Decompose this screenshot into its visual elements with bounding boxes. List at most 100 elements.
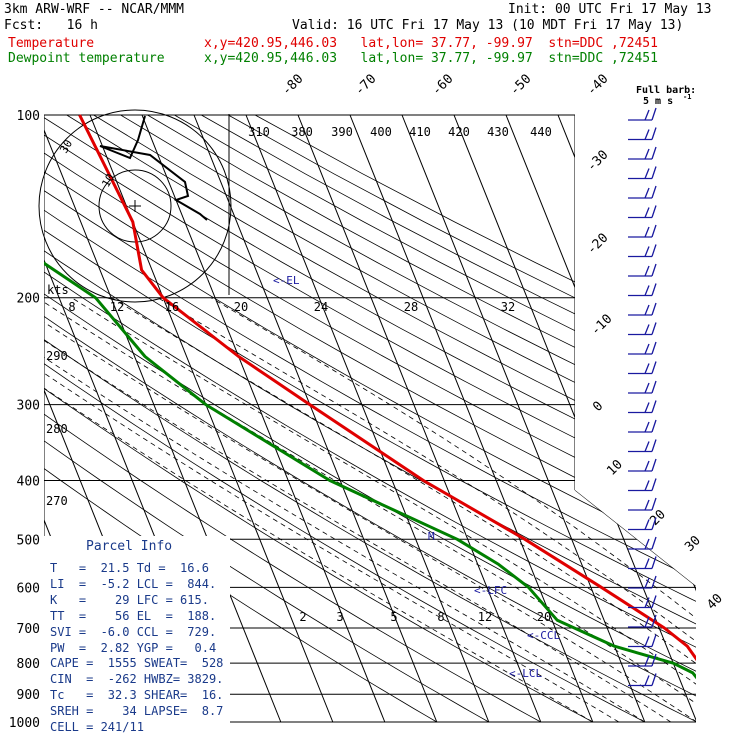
dry-adiabat	[44, 114, 696, 723]
wind-barb	[628, 634, 657, 648]
wind-barb-flag	[651, 302, 657, 316]
wind-barb-flag	[651, 244, 657, 257]
wind-barb	[628, 673, 657, 687]
wind-barb-flag	[651, 185, 657, 199]
wind-barb-flag	[651, 127, 657, 140]
moist-adiabat	[44, 297, 594, 723]
theta-label: 410	[409, 125, 431, 139]
theta-label: 420	[448, 125, 470, 139]
wind-barb-flag	[644, 363, 650, 374]
dry-adiabat	[44, 114, 696, 723]
dry-adiabat	[44, 114, 696, 723]
hodograph-ring-label: 10	[99, 172, 117, 190]
wind-barb-flag	[644, 402, 650, 413]
isotherm-line	[44, 114, 282, 723]
wind-barb-flag	[651, 419, 657, 433]
wind-barb-flag	[644, 499, 650, 511]
dry-adiabat	[44, 114, 696, 723]
barb-key-title: Full barb:	[636, 85, 696, 96]
mixing-ratio-label: 20	[537, 610, 551, 624]
hodograph-speed-label: 28	[404, 300, 418, 314]
wind-barb-flag	[651, 673, 657, 686]
theta-label: 380	[291, 125, 313, 139]
parcel-info-row: CIN = -262 HWBZ= 3829.	[50, 672, 224, 687]
isotherm-label: -10	[588, 312, 615, 339]
wind-barb-flag	[651, 458, 657, 472]
wind-barb	[628, 302, 657, 316]
dry-adiabat	[44, 114, 696, 723]
parcel-info-title: Parcel Info	[86, 539, 173, 554]
dry-adiabat	[44, 114, 593, 723]
isotherm-line	[453, 114, 696, 723]
isotherm-label: -80	[279, 72, 306, 99]
isotherm-line	[714, 115, 740, 722]
parcel-info-row: CAPE = 1555 SWEAT= 528	[50, 656, 224, 671]
wind-barb-flag	[644, 148, 650, 160]
wind-barb	[628, 361, 657, 375]
level-marker: M	[428, 530, 435, 543]
pressure-tick-label: 500	[17, 533, 40, 548]
wind-barb-flag	[651, 166, 657, 179]
hodograph-speed-label: 12	[110, 300, 124, 314]
wind-barb	[628, 614, 657, 628]
wind-barb-flag	[651, 322, 657, 335]
wind-barb-flag	[651, 575, 657, 589]
parcel-info-row: TT = 56 EL = 188.	[50, 608, 217, 623]
wind-barb	[628, 595, 657, 609]
isotherm-line	[349, 114, 594, 723]
isotherm-label: -70	[352, 72, 379, 99]
wind-barb	[628, 185, 657, 199]
wind-barb-flag	[644, 304, 650, 316]
forecast-hour: Fcst: 16 h	[4, 18, 98, 33]
theta-label-left: 290	[46, 349, 68, 363]
theta-label: 430	[487, 125, 509, 139]
wind-barb	[628, 400, 657, 414]
wind-barb	[628, 653, 657, 667]
moist-adiabat	[44, 297, 646, 723]
wind-barb-flag	[644, 636, 650, 647]
wind-barb-flag	[644, 577, 650, 589]
wind-barb-flag	[651, 283, 657, 296]
mixing-ratio-label: 2	[299, 610, 306, 624]
wind-barb-flag	[651, 497, 657, 511]
wind-barb-flag	[644, 285, 650, 296]
level-marker: <-LCL	[509, 667, 542, 680]
isotherm-label: -50	[507, 72, 534, 99]
parcel-info-panel: Parcel Info T = 21.5 Td = 16.6 LI = -5.2 …	[44, 536, 230, 734]
wind-barb-flag	[651, 400, 657, 413]
temperature-location: x,y=420.95,446.03 lat,lon= 37.77, -99.97…	[204, 36, 658, 51]
wind-barb	[628, 497, 657, 511]
parcel-info-row: SREH = 34 LAPSE= 8.7	[50, 704, 224, 719]
isotherm-line	[245, 114, 490, 723]
wind-barb-flag	[644, 519, 650, 530]
wind-barb-flag	[651, 517, 657, 530]
theta-label: 390	[331, 125, 353, 139]
dry-adiabat	[44, 114, 645, 723]
wind-barb	[628, 380, 657, 394]
wind-barb-flag	[651, 380, 657, 394]
isotherm-line	[401, 114, 646, 723]
wind-barb-flag	[644, 480, 650, 491]
pressure-tick-label: 800	[17, 657, 40, 672]
isotherm-label: 40	[704, 591, 726, 613]
wind-barb	[628, 341, 657, 355]
wind-barb-flag	[644, 265, 650, 277]
hodograph-trace	[99, 115, 208, 221]
wind-barb-flag	[644, 460, 650, 472]
dry-adiabat	[44, 114, 696, 723]
valid-time: Valid: 16 UTC Fri 17 May 13 (10 MDT Fri …	[292, 18, 684, 33]
hodograph-speed-label: 32	[501, 300, 515, 314]
wind-barb-flag	[644, 597, 650, 608]
wind-barb	[628, 536, 657, 550]
wind-barb-flag	[644, 382, 650, 394]
wind-barb-flag	[644, 655, 650, 667]
temperature-legend: Temperature	[8, 36, 95, 51]
hodograph-ring-label: 30	[57, 138, 75, 156]
wind-barb	[628, 127, 657, 141]
hodograph-speed-label: 24	[314, 300, 328, 314]
barb-key-value: 5 m s	[643, 96, 673, 107]
isotherm-line	[297, 114, 542, 723]
dry-adiabat	[93, 114, 696, 723]
isotherm-line	[557, 114, 696, 723]
